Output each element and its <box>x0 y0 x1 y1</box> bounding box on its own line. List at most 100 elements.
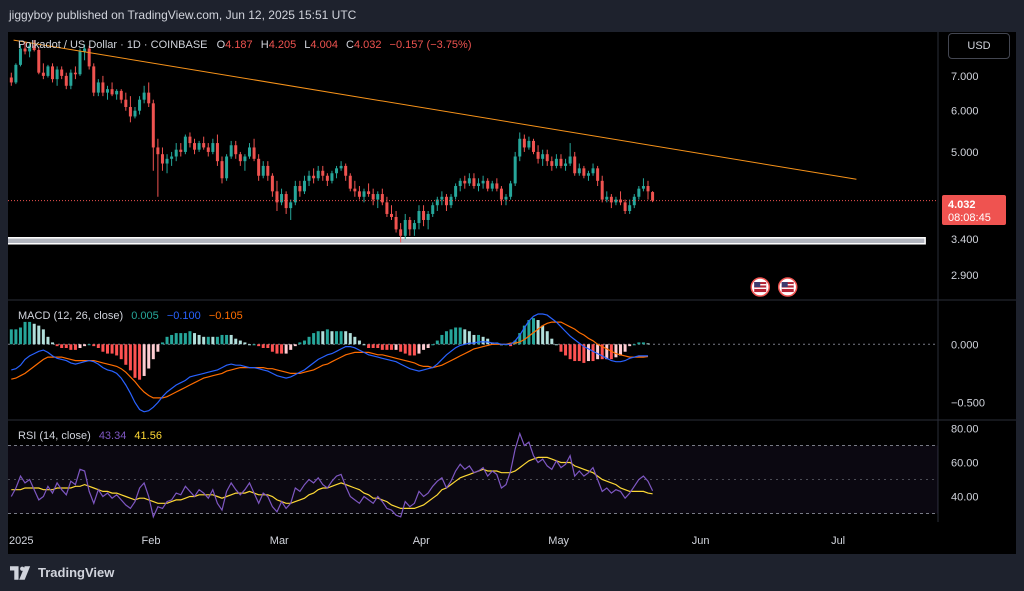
macd-histogram-bar <box>243 342 247 345</box>
macd-histogram-bar <box>564 344 568 356</box>
macd-histogram-bar <box>165 336 169 345</box>
currency-button[interactable]: USD <box>948 33 1010 59</box>
header-bar: jiggyboy published on TradingView.com, J… <box>0 0 1024 32</box>
candle-body <box>243 156 247 162</box>
us-flag-icon[interactable] <box>750 277 770 297</box>
candle-body <box>193 143 197 150</box>
macd-histogram-bar <box>46 336 50 345</box>
macd-signal-line[interactable] <box>11 321 649 399</box>
candle-body <box>147 92 151 104</box>
macd-histogram-bar <box>417 344 421 354</box>
candle-body <box>293 186 297 203</box>
macd-histogram-bar <box>302 340 306 345</box>
macd-histogram-bar <box>550 338 554 345</box>
candle-body <box>499 188 503 200</box>
legend-c-label: C <box>346 39 354 51</box>
candle-body <box>202 143 206 148</box>
candle-body <box>509 183 513 197</box>
candle-body <box>577 168 581 174</box>
candle-body <box>399 229 403 236</box>
candle-body <box>211 143 215 152</box>
candle-body <box>257 158 261 176</box>
us-flag-icon[interactable] <box>777 277 798 297</box>
macd-histogram-bar <box>385 344 389 350</box>
candle-body <box>124 99 128 107</box>
macd-histogram-bar <box>467 331 471 345</box>
macd-histogram-bar <box>110 344 114 354</box>
candle-body <box>69 72 73 86</box>
macd-histogram-bar <box>367 344 371 348</box>
macd-histogram-bar <box>394 344 398 350</box>
candle-body <box>531 140 535 152</box>
candle-body <box>449 196 453 206</box>
candle-body <box>280 194 284 203</box>
candle-body <box>64 75 68 86</box>
candle-body <box>463 180 467 184</box>
macd-histogram-bar <box>32 323 36 345</box>
candle-body <box>412 223 416 230</box>
rsi-legend-ma: 41.56 <box>134 430 162 442</box>
candle-body <box>234 145 238 155</box>
candle-body <box>440 196 444 200</box>
candle-body <box>55 69 59 80</box>
macd-histogram-bar <box>73 344 77 350</box>
macd-histogram-bar <box>115 344 119 356</box>
macd-tick-label: 0.000 <box>951 339 979 351</box>
candle-body <box>632 196 636 206</box>
candle-body <box>422 211 426 220</box>
candle-body <box>357 191 361 197</box>
tradingview-brand[interactable]: TradingView <box>10 565 114 580</box>
rsi-ma-line[interactable] <box>11 456 653 509</box>
support-zone[interactable] <box>8 237 926 245</box>
candle-body <box>380 194 384 203</box>
candle-body <box>504 196 508 200</box>
macd-histogram-bar <box>60 344 64 348</box>
chart-area[interactable]: 2025 Feb Mar Apr May Jun Jul 7.000 6.000 5.000 3.4… <box>8 32 1016 554</box>
rsi-tick-label: 60.00 <box>951 458 979 470</box>
flag-stripe <box>781 287 794 289</box>
macd-histogram-bar <box>518 333 522 345</box>
candle-body <box>78 51 82 75</box>
candle-body <box>115 90 119 95</box>
x-tick-label: Apr <box>413 535 430 547</box>
macd-histogram-bar <box>380 344 384 350</box>
candle-body <box>238 154 242 162</box>
rsi-line[interactable] <box>10 431 654 519</box>
svg-text:Polkadot / US Dollar · 1D · CO: Polkadot / US Dollar · 1D · COINBASE O4.… <box>18 39 472 51</box>
macd-legend-hist: 0.005 <box>131 310 159 322</box>
chart-svg[interactable]: 2025 Feb Mar Apr May Jun Jul 7.000 6.000 5.000 3.4… <box>8 32 1016 554</box>
macd-histogram-bar <box>92 344 96 347</box>
candle-body <box>431 205 435 214</box>
macd-histogram-bar <box>270 344 274 352</box>
legend-o-label: O <box>217 39 226 51</box>
svg-text:RSI (14, close) 43.34: RSI (14, close) 43.34 41.56 <box>18 430 162 442</box>
macd-histogram-bar <box>344 331 348 345</box>
candle-body <box>376 194 380 200</box>
macd-histogram-bar <box>628 344 632 347</box>
candle-body <box>151 103 155 148</box>
candle-body <box>344 165 348 176</box>
candle-body <box>41 72 45 76</box>
candle-body <box>261 165 265 176</box>
flag-stripe <box>754 287 767 289</box>
candle-body <box>18 48 22 65</box>
macd-histogram-bar <box>605 344 609 360</box>
candle-body <box>174 149 178 157</box>
macd-histogram-bar <box>280 344 284 354</box>
macd-histogram-bar <box>509 344 513 347</box>
macd-histogram-bar <box>9 329 13 345</box>
price-tick-label: 7.000 <box>951 71 979 83</box>
macd-histogram-bar <box>527 320 531 345</box>
tradingview-logo-icon <box>10 565 31 580</box>
macd-histogram-bar <box>197 334 201 345</box>
macd-histogram-bar <box>23 321 27 345</box>
macd-line[interactable] <box>11 313 648 413</box>
legend-o-value: 4.187 <box>225 39 253 51</box>
macd-histogram-bar <box>362 344 366 346</box>
macd-histogram-bar <box>101 344 105 352</box>
macd-histogram-bar <box>193 333 197 345</box>
trendline[interactable] <box>13 39 857 180</box>
macd-histogram-bar <box>637 342 641 345</box>
candle-body <box>550 161 554 166</box>
macd-histogram-bar <box>619 344 623 356</box>
